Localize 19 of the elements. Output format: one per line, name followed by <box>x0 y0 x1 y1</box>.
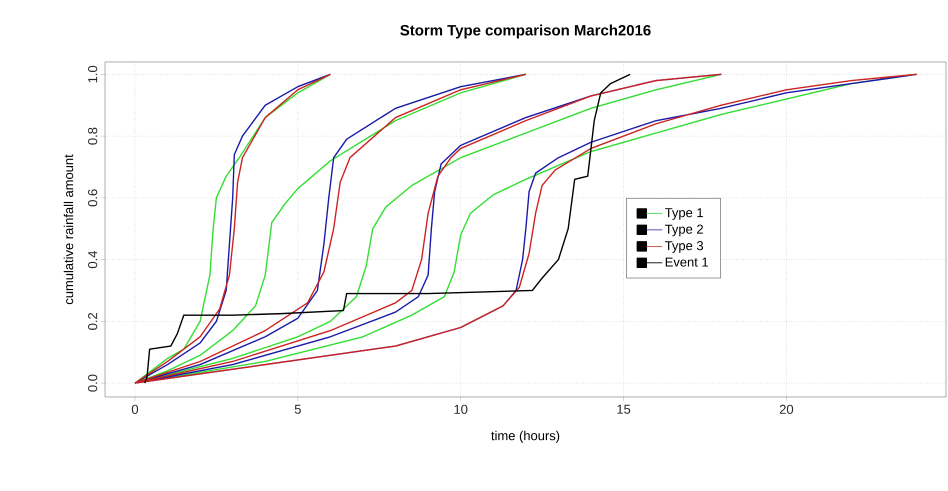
x-tick-label: 10 <box>454 404 468 414</box>
y-tick-label: 0.4 <box>88 250 98 268</box>
y-tick-label: 0.6 <box>88 189 98 206</box>
x-tick-label: 0 <box>132 404 138 414</box>
line-series <box>144 74 631 384</box>
x-tick-label: 20 <box>780 404 794 414</box>
legend-label: Type 1 <box>665 208 703 220</box>
y-tick-label: 0.2 <box>88 312 98 330</box>
x-tick-label: 5 <box>294 404 301 414</box>
y-axis-title: cumulative rainfall amount <box>64 154 74 304</box>
y-tick-label: 1.0 <box>88 66 98 82</box>
legend-label: Type 2 <box>665 224 703 236</box>
chart-title: Storm Type comparison March2016 <box>400 24 651 38</box>
legend-label: Type 3 <box>665 241 704 253</box>
y-tick-label: 0.8 <box>88 128 98 145</box>
x-tick-label: 15 <box>617 404 630 414</box>
legend-label: Event 1 <box>666 258 708 267</box>
y-tick-label: 0.0 <box>88 374 98 392</box>
x-axis-title: time (hours) <box>491 430 560 443</box>
